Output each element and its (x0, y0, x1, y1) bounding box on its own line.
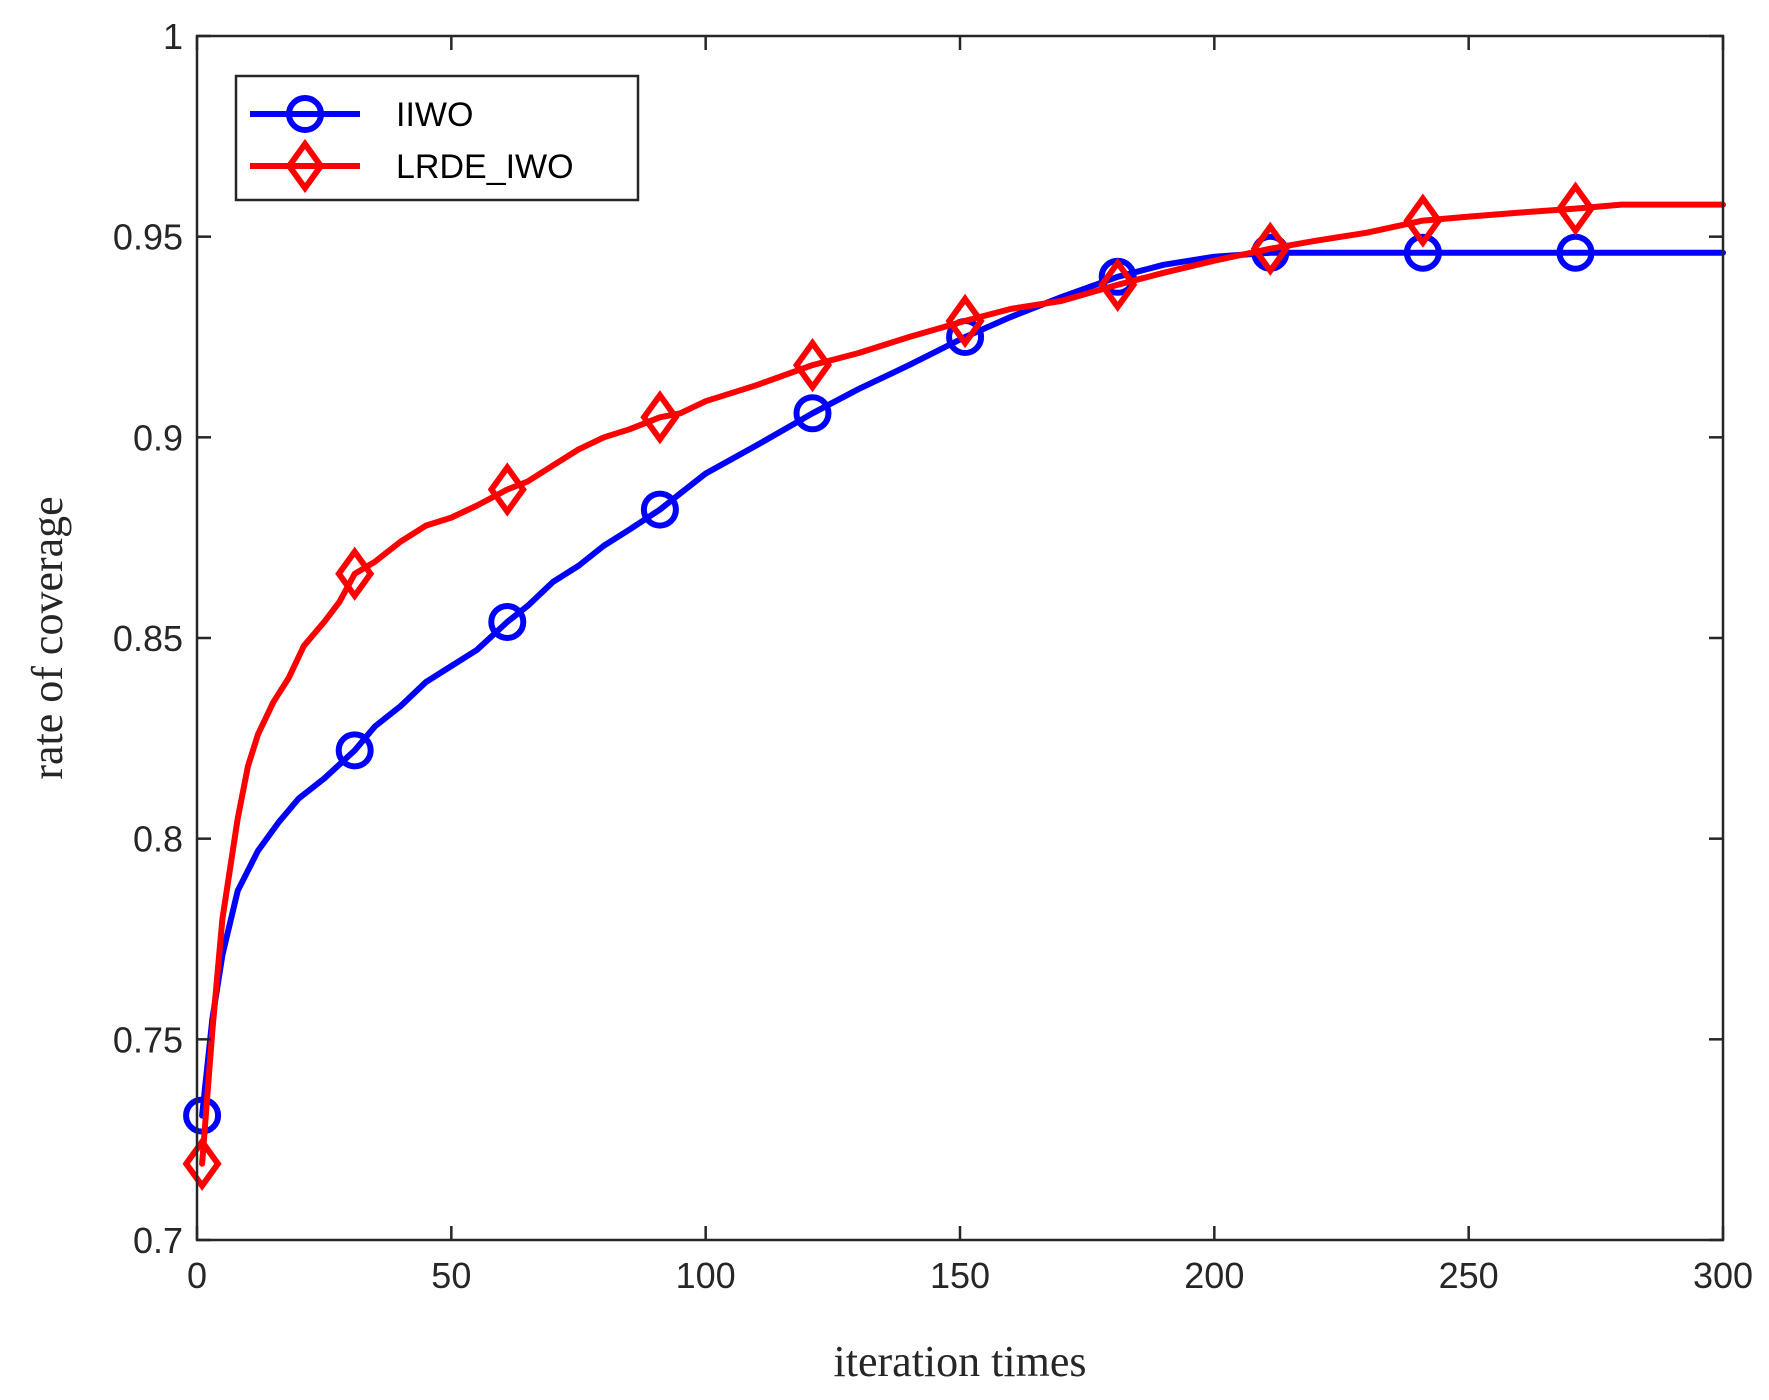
data-point-marker (488, 602, 527, 641)
data-point-marker (1403, 233, 1442, 272)
y-tick-label: 0.85 (113, 618, 183, 659)
plot-background (197, 36, 1723, 1240)
legend-item: LRDE_IWO (250, 138, 574, 194)
series-line (199, 249, 1726, 1119)
x-tick-label: 150 (930, 1255, 990, 1296)
data-point-marker (792, 337, 833, 393)
legend-label: IIWO (396, 96, 473, 134)
x-tick-label: 250 (1439, 1255, 1499, 1296)
legend-item: IIWO (250, 95, 473, 134)
series-lrde-iwo (182, 181, 1726, 1191)
data-point-marker (487, 462, 527, 517)
y-axis-title: rate of coverage (23, 496, 72, 779)
y-tick-label: 1 (163, 16, 183, 57)
data-point-marker (1403, 193, 1443, 248)
x-axis-ticks: 0 50 100 150 200 250 300 (187, 36, 1753, 1296)
y-tick-label: 0.7 (133, 1220, 183, 1261)
data-point-marker (1250, 221, 1290, 276)
y-axis-ticks: 0.7 0.75 0.8 0.85 0.9 0.95 1 (113, 16, 1723, 1261)
y-tick-label: 0.8 (133, 819, 183, 860)
x-tick-label: 200 (1184, 1255, 1244, 1296)
data-point-marker (945, 293, 985, 349)
data-point-marker (640, 390, 680, 445)
y-tick-label: 0.95 (113, 217, 183, 258)
plot-area (197, 36, 1723, 1240)
x-tick-label: 50 (431, 1255, 471, 1296)
x-tick-label: 100 (676, 1255, 736, 1296)
data-point-marker (640, 490, 679, 529)
legend-marker-swatch (286, 95, 324, 133)
x-axis-title: iteration times (834, 1337, 1087, 1386)
series-line (199, 201, 1726, 1167)
legend-marker-swatch (285, 138, 325, 194)
data-point-marker (335, 731, 374, 770)
series-layer (182, 181, 1726, 1191)
legend: IIWO LRDE_IWO (234, 74, 640, 202)
data-point-marker (182, 1136, 222, 1191)
data-point-marker (335, 546, 375, 601)
y-tick-label: 0.75 (113, 1019, 183, 1060)
data-point-marker (1555, 181, 1596, 236)
y-tick-label: 0.9 (133, 417, 183, 458)
x-tick-label: 300 (1693, 1255, 1753, 1296)
data-point-marker (1098, 257, 1138, 312)
data-point-marker (793, 394, 832, 433)
data-point-marker (1556, 233, 1595, 272)
x-tick-label: 0 (187, 1255, 207, 1296)
legend-label: LRDE_IWO (396, 148, 574, 186)
